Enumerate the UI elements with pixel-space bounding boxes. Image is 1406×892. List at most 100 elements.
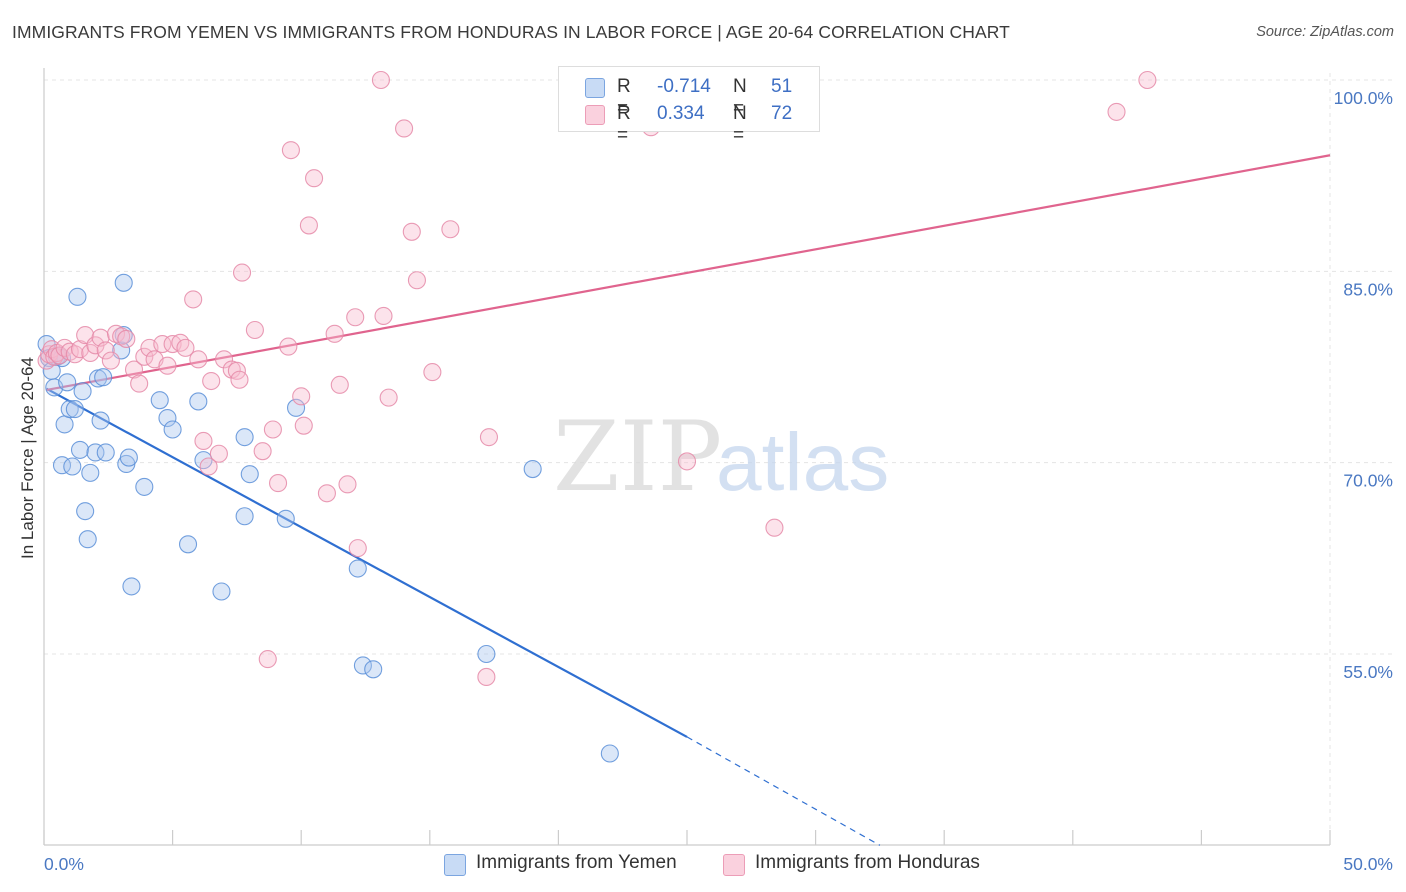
point-honduras (202, 371, 221, 391)
point-honduras (184, 290, 203, 309)
legend-r-label: R = (617, 103, 631, 146)
point-honduras (194, 431, 213, 451)
point-honduras (299, 216, 318, 235)
point-yemen (353, 656, 372, 675)
point-honduras (258, 650, 277, 669)
point-honduras (1107, 102, 1126, 121)
legend-n-label: N = (733, 76, 747, 119)
point-honduras (130, 374, 149, 393)
point-honduras (279, 337, 298, 356)
point-honduras (96, 341, 115, 360)
y-tick-label: 70.0% (1343, 471, 1393, 491)
point-honduras (407, 271, 426, 290)
point-yemen (119, 448, 138, 467)
point-honduras (176, 338, 195, 357)
x-tick-label: 0.0% (44, 854, 84, 874)
point-yemen (235, 507, 254, 526)
point-yemen (240, 465, 259, 484)
point-honduras (338, 475, 357, 494)
point-yemen (94, 368, 113, 387)
point-honduras (317, 484, 336, 503)
point-yemen (76, 502, 95, 521)
point-yemen (78, 530, 97, 549)
point-yemen (58, 373, 77, 392)
point-honduras (423, 363, 442, 382)
point-honduras (292, 387, 311, 406)
point-yemen (189, 392, 208, 411)
point-honduras (477, 667, 496, 687)
y-axis-label: In Labor Force | Age 20-64 (18, 357, 37, 559)
point-yemen (523, 459, 542, 479)
point-honduras (1138, 70, 1157, 90)
watermark: ZIP atlas (553, 401, 889, 513)
point-honduras (209, 444, 228, 463)
point-honduras (245, 320, 264, 340)
legend-r-label: R = (617, 76, 631, 119)
point-honduras (765, 518, 784, 537)
point-honduras (371, 70, 390, 90)
point-yemen (600, 744, 619, 763)
point-honduras (189, 350, 208, 369)
point-honduras (135, 347, 154, 366)
point-honduras (106, 324, 126, 343)
point-yemen (276, 509, 295, 528)
legend-r-value: 0.334 (657, 103, 705, 124)
data-points (37, 70, 1157, 763)
point-yemen (348, 559, 367, 578)
point-honduras (158, 356, 177, 375)
point-yemen (122, 577, 141, 596)
point-honduras (117, 329, 136, 348)
point-honduras (232, 263, 252, 282)
point-yemen (287, 398, 306, 417)
watermark-atlas: atlas (716, 417, 889, 508)
point-yemen (68, 287, 87, 306)
tick-labels: 55.0% 70.0% 85.0% 100.0% 0.0% 50.0% (44, 88, 1393, 874)
legend-n-value: 51 (771, 76, 793, 97)
trend-line-yemen (46, 387, 688, 738)
chart-title: IMMIGRANTS FROM YEMEN VS IMMIGRANTS FROM… (12, 22, 1010, 42)
series-legend: Immigrants from Yemen Immigrants from Ho… (0, 852, 1406, 878)
point-honduras (214, 350, 234, 369)
point-honduras (60, 342, 79, 361)
point-honduras (395, 119, 414, 138)
point-honduras (402, 222, 421, 241)
point-honduras (346, 308, 365, 327)
point-yemen (73, 382, 92, 401)
point-yemen (86, 443, 105, 462)
grid-lines (44, 73, 1392, 845)
legend-swatch-yemen (444, 854, 466, 876)
point-honduras (330, 375, 349, 394)
point-yemen (135, 477, 154, 496)
point-yemen (96, 443, 115, 462)
legend-n-value: 72 (771, 103, 793, 124)
point-honduras (677, 452, 697, 471)
point-honduras (199, 457, 218, 476)
legend-swatch-yemen (585, 78, 605, 98)
point-honduras (171, 333, 190, 352)
point-honduras (112, 327, 131, 346)
point-honduras (441, 220, 460, 239)
point-honduras (479, 428, 499, 447)
point-yemen (91, 411, 110, 430)
point-honduras (348, 539, 367, 558)
legend-r-value: -0.714 (657, 76, 711, 97)
legend-n-label: N = (733, 103, 747, 146)
point-yemen (65, 400, 84, 419)
point-yemen (150, 391, 169, 410)
point-yemen (477, 644, 496, 664)
point-yemen (63, 457, 82, 476)
trend-line-yemen-extension (686, 736, 881, 846)
point-honduras (281, 141, 300, 160)
point-honduras (65, 345, 84, 364)
point-yemen (178, 535, 198, 554)
point-honduras (230, 370, 249, 389)
point-yemen (235, 428, 254, 447)
legend-label-honduras: Immigrants from Honduras (755, 852, 980, 873)
axes (43, 68, 1331, 846)
watermark-zip: ZIP (553, 401, 722, 513)
point-honduras (325, 324, 344, 343)
point-honduras (263, 420, 282, 439)
point-honduras (253, 442, 272, 461)
y-tick-label: 100.0% (1334, 88, 1393, 108)
point-yemen (60, 400, 79, 419)
